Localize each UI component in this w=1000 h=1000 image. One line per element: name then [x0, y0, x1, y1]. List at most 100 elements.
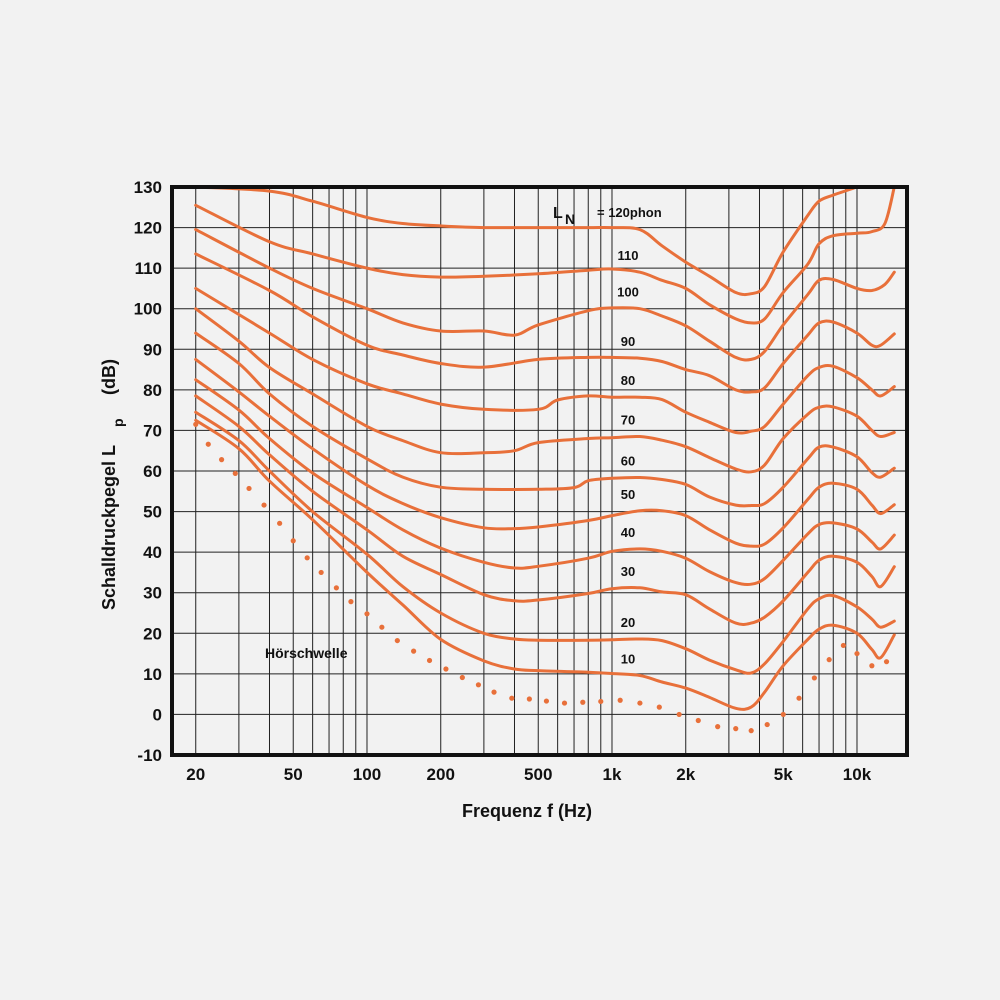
threshold-point	[780, 711, 786, 718]
legend-prefix: L	[553, 205, 563, 222]
equal-loudness-curve	[194, 378, 896, 587]
threshold-dots	[193, 421, 890, 734]
y-tick-label: 90	[143, 340, 162, 359]
threshold-point	[796, 695, 802, 701]
series-lines	[194, 185, 896, 711]
threshold-point	[379, 624, 385, 630]
equal-loudness-curve	[194, 307, 896, 474]
threshold-point	[364, 611, 370, 617]
legend-prefix-sub: N	[565, 211, 575, 227]
threshold-point	[637, 700, 643, 706]
y-tick-label: -10	[137, 746, 162, 765]
equal-loudness-curve	[194, 185, 859, 297]
plot-frame	[170, 185, 909, 757]
threshold-point	[443, 666, 449, 672]
threshold-point	[459, 674, 465, 681]
threshold-point	[715, 724, 721, 730]
equal-loudness-curve	[194, 357, 896, 548]
y-tick-label: 10	[143, 665, 162, 684]
threshold-point	[509, 695, 515, 701]
x-tick-labels: 20 50 100 200 500 1k 2k 5k 10k	[186, 765, 871, 784]
equal-loudness-curve	[194, 418, 896, 711]
y-tick-label: 0	[153, 705, 162, 724]
y-tick-label: 50	[143, 503, 162, 522]
threshold-label: Hörschwelle	[265, 645, 348, 661]
series-label: 40	[621, 525, 635, 540]
threshold-point	[561, 700, 568, 706]
series-label: 50	[621, 487, 635, 502]
threshold-point	[764, 721, 770, 728]
series-label: = 120phon	[597, 205, 662, 220]
series-label: 60	[621, 453, 635, 468]
threshold-point	[676, 711, 682, 718]
x-tick-label: 10k	[843, 765, 872, 784]
equal-loudness-curve	[194, 228, 896, 362]
series-labels: = 120phon 110 100 90 80 70 60 50 40 30 20 10	[597, 205, 662, 666]
y-tick-label: 20	[143, 624, 162, 643]
x-tick-label: 20	[186, 765, 205, 784]
x-tick-label: 500	[524, 765, 552, 784]
equal-loudness-curve	[194, 252, 896, 394]
threshold-point	[580, 699, 586, 705]
threshold-point	[656, 704, 662, 710]
threshold-point	[526, 696, 532, 702]
y-tick-label: 70	[143, 421, 162, 440]
series-label: 110	[618, 248, 639, 263]
series-label: 100	[617, 285, 639, 300]
threshold-point	[491, 689, 497, 695]
threshold-point	[883, 659, 890, 665]
threshold-point	[290, 538, 296, 544]
threshold-point	[826, 657, 832, 663]
equal-loudness-curve	[194, 331, 896, 508]
y-tick-label: 80	[143, 381, 162, 400]
threshold-point	[304, 555, 310, 561]
x-tick-label: 2k	[676, 765, 695, 784]
threshold-point	[426, 657, 433, 664]
y-axis-label: Schalldruckpegel L p (dB)	[99, 359, 126, 610]
threshold-point	[193, 421, 199, 427]
equal-loudness-curve	[194, 185, 896, 325]
y-tick-label: 40	[143, 543, 162, 562]
threshold-point	[232, 470, 238, 477]
equal-loudness-curve	[194, 394, 896, 626]
y-tick-labels: -10 0 10 20 30 40 50 60 70 80 90 100 110 120 130	[134, 178, 162, 765]
series-label: 30	[621, 564, 635, 579]
series-label: 20	[621, 615, 635, 630]
threshold-point	[246, 485, 252, 492]
equal-loudness-curve	[194, 286, 896, 435]
y-tick-label: 120	[134, 219, 162, 238]
y-axis-label-main: Schalldruckpegel L	[99, 445, 119, 610]
threshold-point	[695, 717, 701, 724]
threshold-point	[854, 650, 860, 657]
x-tick-label: 1k	[603, 765, 622, 784]
threshold-point	[811, 675, 817, 681]
series-label: 80	[621, 373, 635, 388]
x-tick-label: 5k	[774, 765, 793, 784]
x-tick-label: 50	[284, 765, 303, 784]
threshold-point	[394, 637, 400, 644]
y-tick-label: 100	[134, 300, 162, 319]
threshold-point	[318, 569, 324, 576]
threshold-point	[598, 698, 604, 705]
threshold-point	[748, 728, 754, 734]
y-tick-label: 60	[143, 462, 162, 481]
threshold-point	[205, 441, 211, 447]
threshold-point	[869, 663, 875, 669]
x-tick-label: 100	[353, 765, 381, 784]
threshold-point	[261, 502, 267, 508]
y-tick-label: 30	[143, 584, 162, 603]
series-label: 70	[621, 413, 635, 428]
series-label: 10	[621, 651, 635, 666]
threshold-point	[840, 642, 846, 649]
threshold-point	[277, 520, 283, 526]
equal-loudness-curve	[194, 410, 896, 675]
threshold-point	[348, 599, 354, 605]
y-tick-label: 130	[134, 178, 162, 197]
x-axis-label: Frequenz f (Hz)	[462, 801, 592, 821]
threshold-point	[543, 698, 550, 704]
threshold-point	[617, 697, 623, 703]
threshold-point	[475, 682, 482, 688]
threshold-point	[733, 726, 739, 732]
